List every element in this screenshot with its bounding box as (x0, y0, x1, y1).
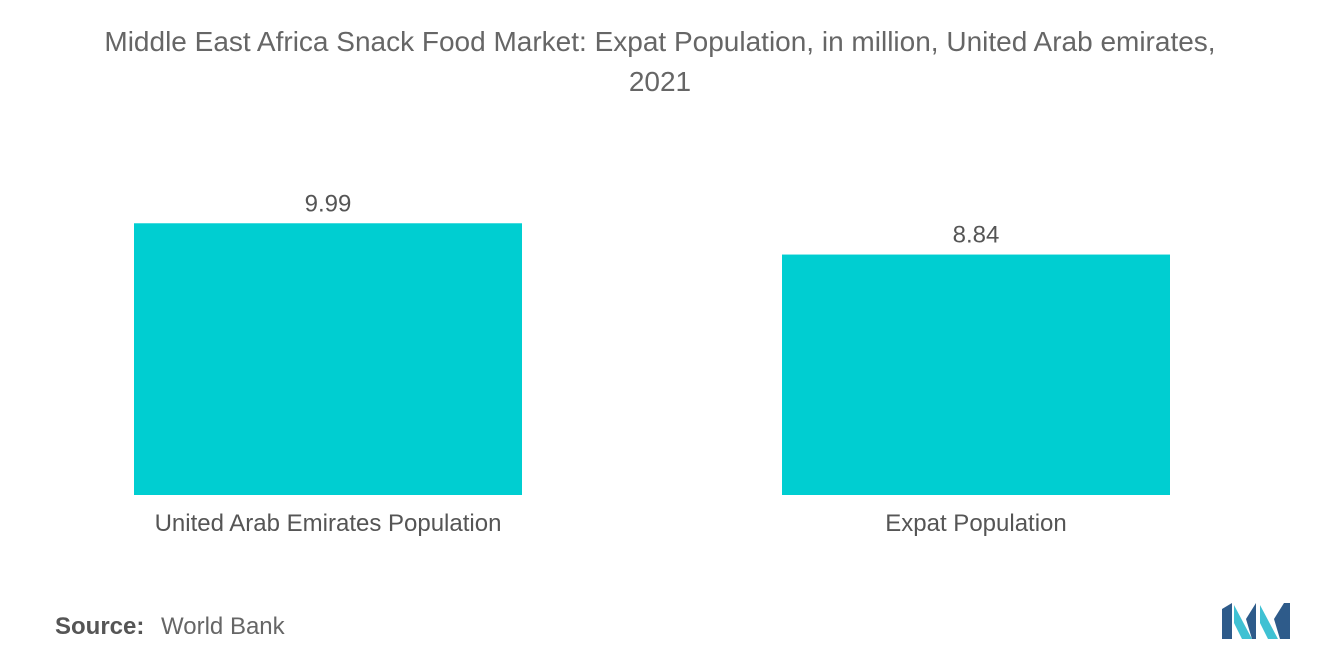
bar-value-label-2: 8.84 (953, 222, 1000, 249)
chart-title: Middle East Africa Snack Food Market: Ex… (0, 22, 1320, 102)
bar-1 (134, 223, 522, 495)
source-note: Source: World Bank (55, 612, 285, 642)
logo-shape-5 (1274, 603, 1290, 639)
logo-shape-4 (1260, 605, 1278, 639)
chart-title-line-1: Middle East Africa Snack Food Market: Ex… (104, 26, 1216, 57)
logo-shape-1 (1222, 603, 1232, 639)
logo-shape-3 (1246, 603, 1256, 639)
category-label-2: Expat Population (885, 510, 1066, 537)
logo-shape-2 (1234, 605, 1252, 639)
mordor-intelligence-logo-icon (1222, 601, 1290, 641)
source-value: World Bank (161, 613, 285, 640)
chart-title-line-2: 2021 (628, 66, 692, 97)
bar-2 (782, 254, 1170, 495)
source-label: Source: (55, 613, 145, 640)
bar-value-label-1: 9.99 (305, 190, 352, 217)
category-label-1: United Arab Emirates Population (155, 510, 502, 537)
